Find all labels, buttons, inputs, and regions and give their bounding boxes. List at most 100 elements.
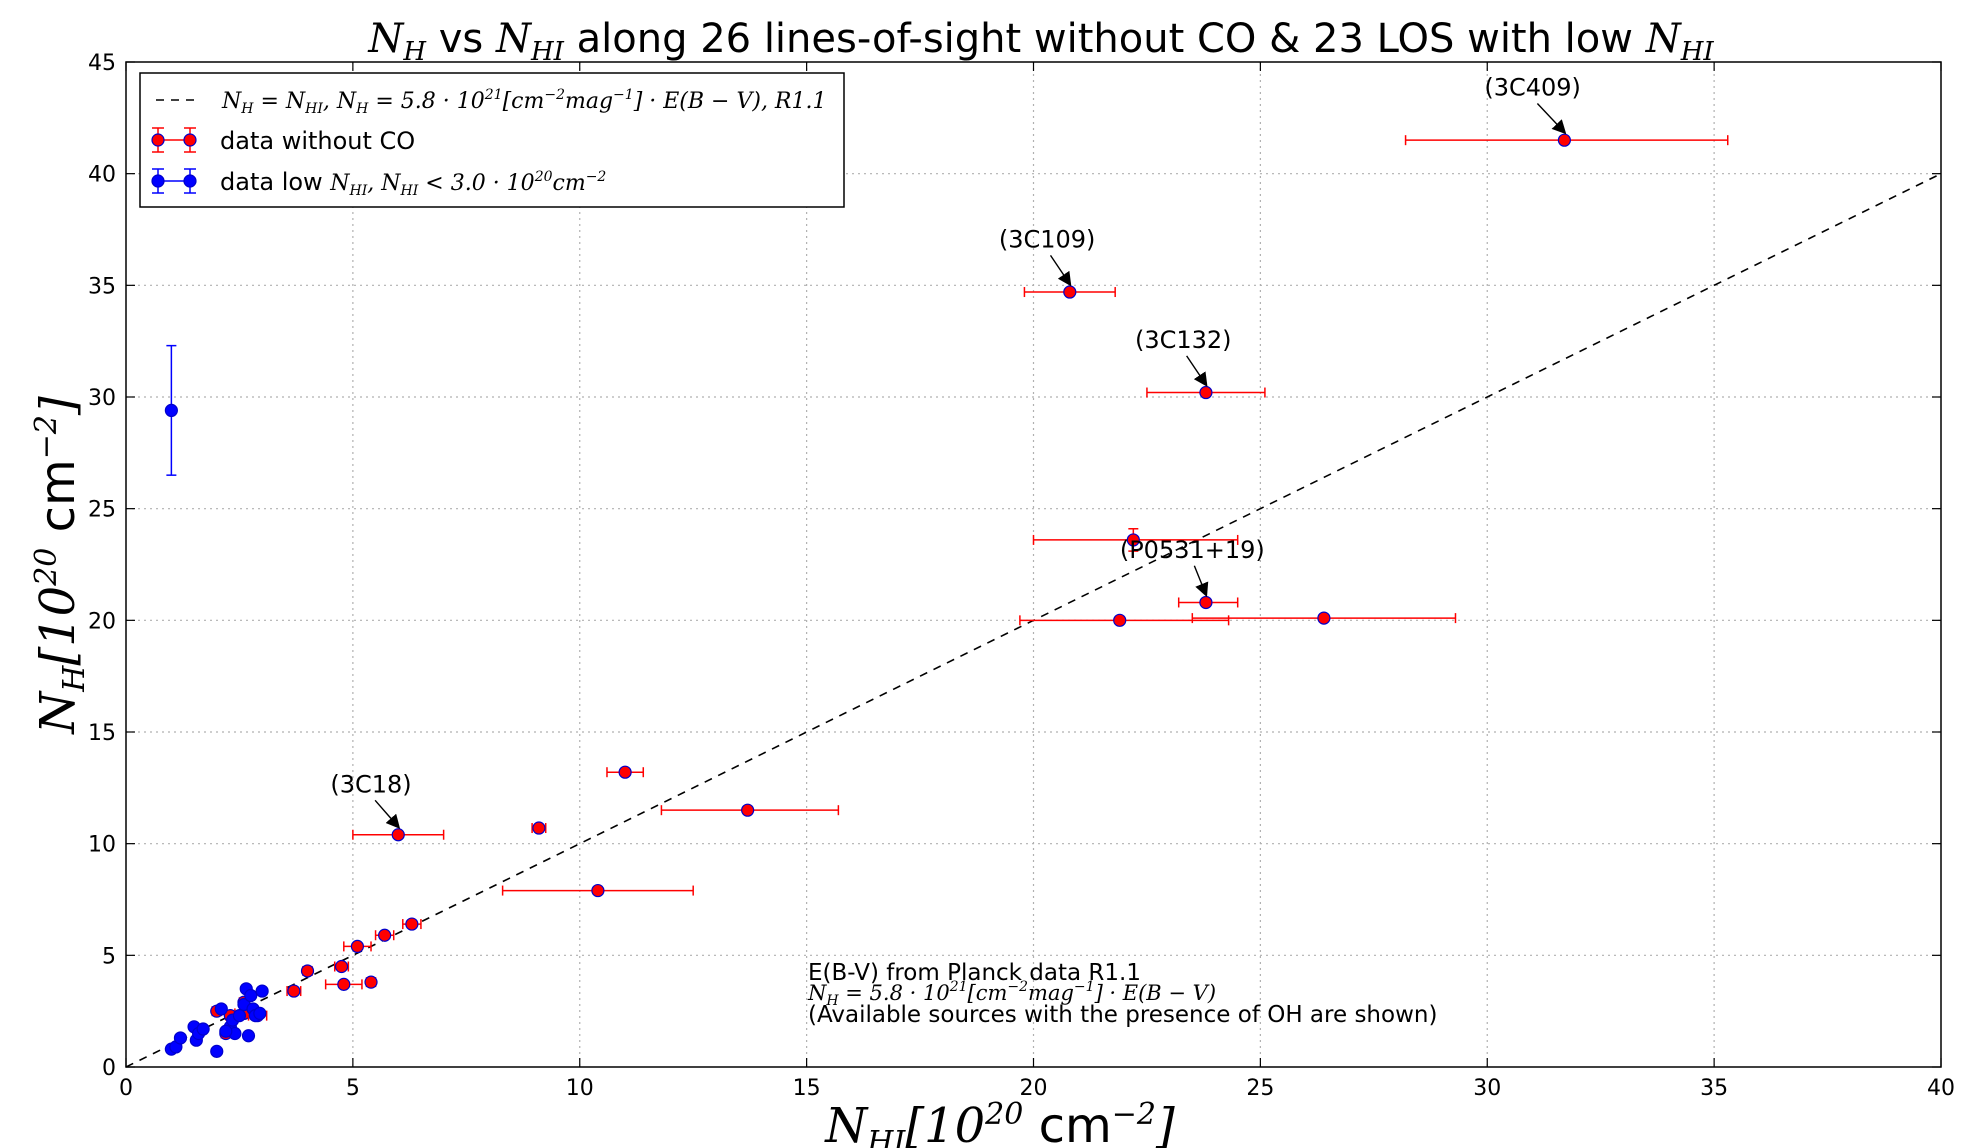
red-marker: [287, 984, 301, 998]
red-point: [501, 883, 694, 898]
red-marker: [391, 828, 405, 842]
red-point: [343, 939, 372, 954]
red-marker: [618, 765, 632, 779]
blue-point: [255, 984, 269, 998]
note-line-1: E(B-V) from Planck data R1.1: [808, 960, 1141, 986]
x-tick-label: 30: [1473, 1076, 1501, 1101]
y-tick-label: 45: [88, 51, 116, 76]
legend-frame: [139, 72, 845, 208]
annotation-arrow: [1193, 565, 1209, 598]
red-marker: [334, 959, 349, 974]
legend-line-label: NH = NHI, NH = 5.8 · 1021[cm−2mag−1] · E…: [221, 87, 827, 117]
red-point: [300, 964, 315, 978]
y-tick-label: 15: [88, 721, 116, 746]
annotation-label: (3C132): [1135, 326, 1232, 354]
blue-point: [196, 1022, 210, 1036]
red-marker: [350, 939, 365, 954]
y-tick-label: 0: [102, 1056, 116, 1081]
chart-title: NH vs NHI along 26 lines-of-sight withou…: [367, 16, 1714, 67]
red-marker: [1063, 285, 1077, 299]
red-point: [324, 977, 363, 991]
y-tick-label: 10: [88, 833, 116, 858]
annotation-label: (3C18): [330, 770, 411, 798]
red-marker: [405, 917, 419, 931]
red-point: [660, 803, 840, 817]
blue-point: [253, 1006, 267, 1021]
blue-marker: [210, 1044, 224, 1058]
red-marker: [741, 803, 755, 817]
red-marker: [1557, 133, 1571, 147]
y-tick-label: 20: [88, 609, 116, 634]
y-tick-label: 40: [88, 163, 116, 188]
legend-blue-label: data low NHI, NHI < 3.0 · 1020cm−2: [220, 168, 606, 199]
red-point: [333, 959, 350, 974]
note-line-3: (Available sources with the presence of …: [808, 1002, 1437, 1028]
blue-marker: [253, 1006, 267, 1021]
annotation-label: (3C409): [1484, 74, 1581, 102]
x-tick-label: 25: [1246, 1076, 1274, 1101]
blue-point: [214, 1002, 228, 1016]
red-point: [1019, 613, 1230, 627]
red-point: [1404, 133, 1729, 147]
y-tick-label: 35: [88, 274, 116, 299]
x-axis-label: NHI[1020 cm−2]: [824, 1097, 1175, 1148]
y-tick-label: 30: [88, 386, 116, 411]
red-point: [402, 917, 422, 931]
blue-point: [244, 988, 258, 1003]
legend-red-sample: [151, 127, 197, 153]
blue-marker: [214, 1002, 228, 1016]
red-point: [364, 975, 378, 989]
x-tick-label: 5: [346, 1076, 360, 1101]
y-tick-label: 25: [88, 498, 116, 523]
x-tick-label: 15: [793, 1076, 821, 1101]
red-marker: [591, 883, 605, 898]
annotation-arrow: [374, 799, 401, 829]
y-tick-label: 5: [102, 944, 116, 969]
red-point: [374, 928, 395, 942]
y-axis-label: NH[1020 cm−2]: [29, 396, 92, 735]
x-tick-label: 20: [1020, 1076, 1048, 1101]
annotation-arrow: [1049, 254, 1072, 287]
blue-marker: [255, 984, 269, 998]
blue-marker: [173, 1031, 188, 1045]
blue-marker: [241, 1029, 256, 1043]
red-marker: [1199, 385, 1213, 400]
blue-marker: [219, 1024, 233, 1038]
annotation-arrow: [1186, 355, 1208, 387]
blue-point: [232, 1009, 247, 1023]
red-point: [1032, 528, 1239, 552]
note-box: E(B-V) from Planck data R1.1 NH = 5.8 · …: [807, 960, 1437, 1028]
red-marker: [337, 977, 351, 991]
x-tick-label: 35: [1700, 1076, 1728, 1101]
red-point: [531, 821, 547, 835]
x-tick-label: 0: [119, 1076, 133, 1101]
blue-point: [241, 1029, 256, 1043]
red-marker: [1126, 533, 1140, 547]
x-tick-label: 40: [1927, 1076, 1955, 1101]
legend-blue-sample: [151, 168, 197, 194]
red-marker: [1317, 611, 1331, 625]
legend: NH = NHI, NH = 5.8 · 1021[cm−2mag−1] · E…: [139, 72, 845, 208]
blue-marker: [232, 1009, 247, 1023]
x-tick-label: 10: [566, 1076, 594, 1101]
grid: [126, 62, 1941, 1067]
annotations: (3C409) (3C109) (3C132) (P0531+19) (3C18): [330, 74, 1581, 829]
red-point: [1023, 285, 1116, 299]
red-marker: [1113, 613, 1127, 627]
red-marker: [300, 964, 315, 978]
red-marker: [378, 928, 392, 942]
red-point: [606, 765, 645, 779]
blue-marker: [164, 403, 178, 417]
blue-point: [173, 1031, 188, 1045]
blue-point: [219, 1024, 233, 1038]
blue-point: [210, 1044, 224, 1058]
annotation-label: (P0531+19): [1120, 536, 1265, 564]
red-point: [1177, 595, 1239, 610]
annotation-arrow: [1536, 103, 1567, 135]
legend-red-label: data without CO: [220, 127, 415, 155]
red-point: [286, 984, 302, 998]
red-point: [1191, 611, 1457, 625]
plot-frame: [125, 61, 1942, 1068]
red-marker: [532, 821, 546, 835]
